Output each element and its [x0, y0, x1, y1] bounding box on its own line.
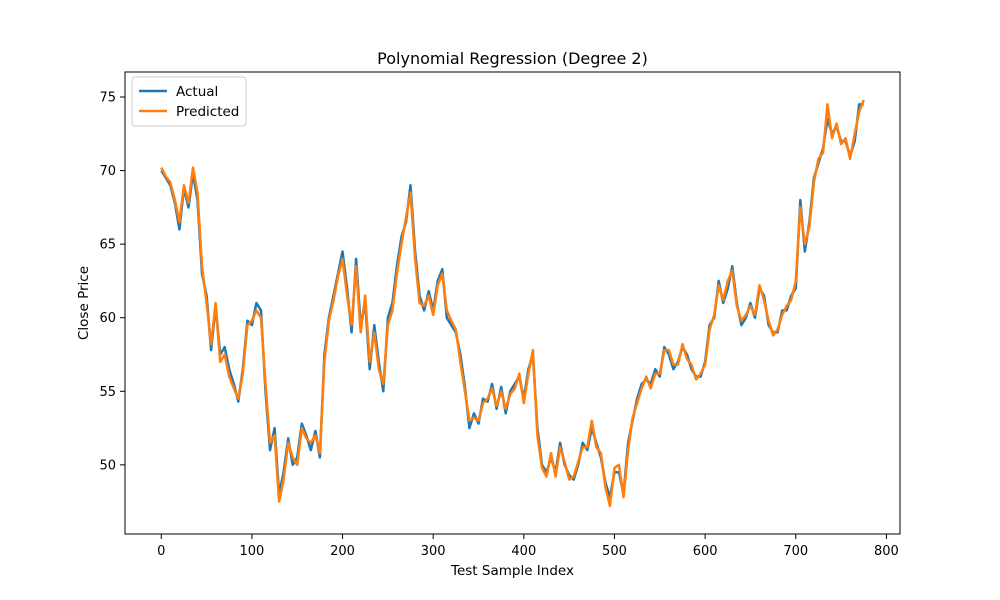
x-tick-label: 300	[421, 544, 446, 559]
x-axis-ticks: 0 100 200 300 400 500 600 700 800	[157, 534, 899, 559]
axes-frame	[124, 71, 901, 535]
legend: Actual Predicted	[131, 76, 247, 127]
legend-label-actual: Actual	[176, 84, 218, 100]
x-tick-label: 200	[330, 544, 355, 559]
x-tick-label: 600	[693, 544, 718, 559]
y-tick-label: 55	[99, 385, 116, 400]
x-tick-label: 800	[874, 544, 899, 559]
x-tick-label: 500	[602, 544, 627, 559]
y-tick-label: 60	[99, 311, 116, 326]
y-tick-label: 70	[99, 164, 116, 179]
y-tick-label: 50	[99, 458, 116, 473]
chart-title: Polynomial Regression (Degree 2)	[377, 49, 648, 68]
y-axis-label: Close Price	[76, 266, 92, 340]
y-tick-label: 75	[99, 91, 116, 106]
x-tick-label: 700	[783, 544, 808, 559]
legend-label-predicted: Predicted	[176, 104, 239, 120]
y-axis-ticks: 50 55 60 65 70 75	[99, 91, 125, 473]
x-axis-label: Test Sample Index	[450, 563, 574, 579]
legend-box	[131, 76, 247, 127]
x-tick-label: 400	[511, 544, 536, 559]
y-tick-label: 65	[99, 238, 116, 253]
x-tick-label: 0	[157, 544, 165, 559]
x-tick-label: 100	[239, 544, 264, 559]
series-line-predicted	[160, 99, 865, 508]
series-lines	[160, 99, 865, 508]
